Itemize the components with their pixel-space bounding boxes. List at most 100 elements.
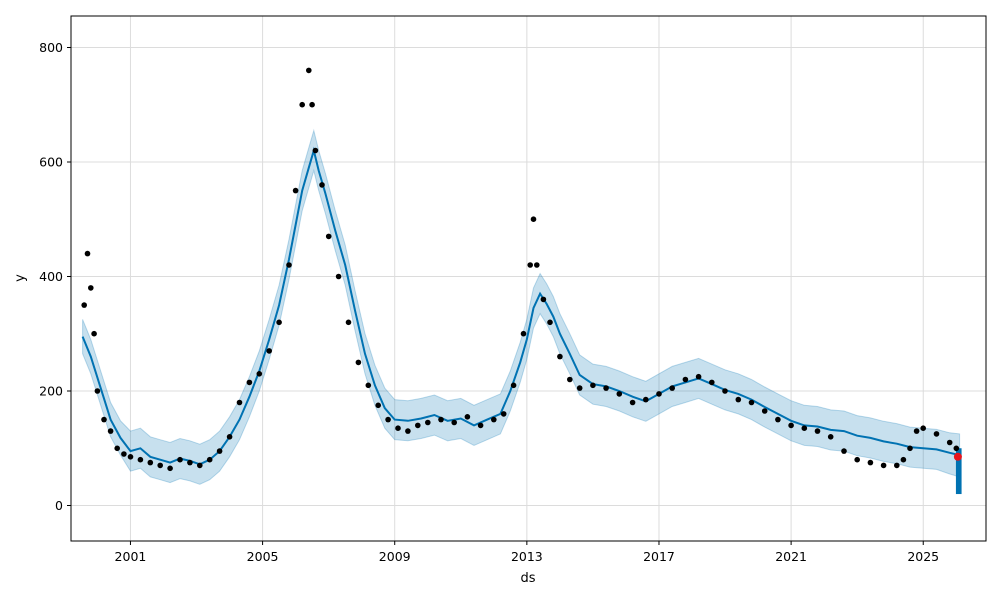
observed-point: [167, 465, 173, 472]
uncertainty-band: [82, 128, 961, 485]
x-tick-label: 2017: [643, 549, 675, 564]
uncertainty-band-layer: [82, 128, 962, 495]
observed-point: [775, 416, 781, 423]
observed-point: [292, 187, 299, 194]
observed-point: [395, 425, 401, 432]
observed-point: [643, 396, 649, 403]
observed-point: [880, 462, 887, 469]
observed-point: [415, 422, 421, 429]
observed-point: [226, 434, 233, 440]
observed-point: [788, 422, 794, 429]
observed-point: [913, 428, 920, 434]
observed-point: [101, 416, 107, 423]
observed-point: [157, 462, 163, 469]
forecast-line-layer: [81, 146, 960, 466]
observed-point: [147, 459, 154, 466]
forecast-line: [81, 146, 960, 466]
observed-point: [761, 408, 768, 414]
x-tick-label: 2005: [247, 549, 279, 564]
observed-point: [477, 422, 484, 429]
observed-point: [616, 391, 623, 397]
x-tick-label: 2025: [907, 549, 939, 564]
observed-point: [669, 385, 675, 391]
observed-point: [365, 382, 372, 389]
observed-point: [385, 416, 391, 423]
observed-point: [953, 445, 960, 452]
observed-point: [907, 445, 913, 452]
y-tick-label: 0: [55, 498, 63, 513]
observed-point: [827, 434, 834, 440]
y-tick-label: 600: [39, 154, 63, 169]
x-tick-label: 2021: [775, 549, 807, 564]
observed-point: [309, 101, 315, 108]
observed-point: [88, 285, 94, 291]
observed-point: [405, 428, 411, 434]
observed-point: [527, 262, 533, 268]
x-tick-label: 2001: [115, 549, 147, 564]
observed-point: [814, 428, 821, 434]
observed-point: [748, 399, 755, 406]
observed-point: [590, 382, 596, 389]
observed-point: [375, 402, 382, 409]
latest-point: [953, 452, 962, 461]
observed-point: [656, 391, 662, 397]
observed-point: [81, 302, 87, 308]
observed-point: [266, 348, 273, 354]
observed-point: [540, 296, 547, 303]
observed-point: [603, 385, 609, 391]
observed-point: [177, 456, 183, 463]
observed-point: [576, 385, 583, 391]
grid-lines: [71, 16, 986, 541]
observed-point: [312, 147, 319, 154]
x-tick-label: 2009: [379, 549, 411, 564]
observed-point: [933, 431, 940, 437]
observed-point: [547, 319, 553, 326]
observed-point: [425, 419, 431, 426]
observed-point: [91, 330, 97, 337]
observed-point: [438, 416, 444, 423]
observed-point: [530, 216, 537, 222]
observed-point: [464, 414, 471, 420]
observed-point: [187, 459, 193, 466]
observed-point: [319, 182, 325, 188]
observed-point: [629, 399, 636, 406]
plot-frame: [70, 15, 987, 542]
observed-point: [94, 388, 101, 394]
x-axis-ticks: 2001 2005 2009 2013 2017 2021 2025: [115, 541, 939, 564]
observed-point: [557, 353, 563, 360]
y-tick-label: 200: [39, 384, 63, 399]
observed-point: [841, 448, 847, 454]
observed-point: [345, 319, 352, 326]
observed-point: [520, 330, 527, 337]
observed-point: [695, 373, 702, 380]
observed-point: [299, 101, 306, 108]
observed-point: [276, 319, 282, 326]
observed-point: [256, 371, 263, 377]
y-axis-ticks: 0 200 400 600 800: [39, 40, 71, 513]
y-axis-title: y: [13, 274, 28, 282]
observed-point: [735, 396, 742, 403]
observed-point: [114, 445, 120, 452]
observed-point: [567, 376, 573, 383]
observed-point: [920, 425, 926, 432]
observed-point: [867, 459, 874, 466]
observed-point: [325, 233, 332, 240]
observed-point: [355, 359, 362, 366]
observed-point: [306, 67, 312, 74]
observed-point: [246, 379, 253, 386]
observed-point: [854, 456, 860, 463]
observed-point: [510, 382, 517, 389]
observed-point: [335, 273, 342, 280]
observed-point: [722, 388, 728, 394]
observed-point: [946, 439, 953, 446]
x-tick-label: 2013: [511, 549, 543, 564]
observed-point: [491, 416, 497, 423]
observed-point: [682, 376, 689, 383]
observed-point: [197, 462, 203, 469]
y-tick-label: 800: [39, 40, 63, 55]
observed-point: [286, 262, 292, 268]
observed-point: [107, 428, 114, 434]
observed-point: [534, 262, 540, 268]
observed-point: [894, 462, 900, 469]
